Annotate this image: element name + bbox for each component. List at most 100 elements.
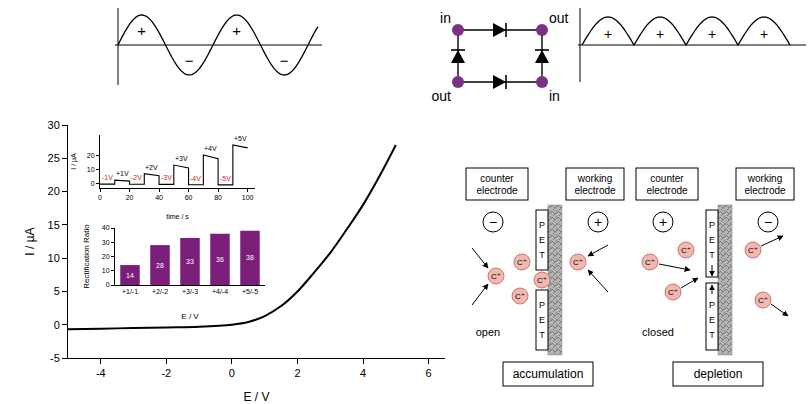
svg-text:−: −: [489, 214, 497, 230]
svg-text:10: 10: [87, 166, 95, 173]
svg-text:electrode: electrode: [646, 185, 688, 196]
svg-text:-3V: -3V: [161, 174, 172, 181]
svg-text:T: T: [709, 250, 715, 260]
svg-text:working: working: [577, 173, 612, 184]
svg-text:+: +: [137, 22, 146, 39]
svg-text:0: 0: [91, 180, 95, 187]
svg-text:6: 6: [426, 367, 432, 379]
svg-text:−: −: [185, 52, 194, 69]
svg-text:-4: -4: [96, 367, 106, 379]
svg-text:+2V: +2V: [145, 164, 158, 171]
svg-text:P: P: [539, 300, 545, 310]
svg-text:+: +: [659, 214, 667, 230]
svg-text:+1/-1: +1/-1: [122, 288, 138, 295]
svg-text:C⁺: C⁺: [681, 246, 691, 255]
svg-text:T: T: [709, 330, 715, 340]
svg-text:C⁺: C⁺: [748, 246, 758, 255]
svg-text:20: 20: [102, 253, 110, 260]
svg-text:80: 80: [214, 194, 222, 201]
svg-text:closed: closed: [642, 326, 674, 338]
svg-text:T: T: [539, 250, 545, 260]
svg-text:0: 0: [229, 367, 235, 379]
svg-text:30: 30: [48, 119, 60, 131]
svg-text:+: +: [594, 214, 602, 230]
svg-text:14: 14: [126, 272, 134, 279]
svg-text:accumulation: accumulation: [513, 367, 584, 381]
svg-text:C⁺: C⁺: [645, 258, 655, 267]
svg-text:10: 10: [48, 252, 60, 264]
svg-text:+: +: [604, 26, 612, 42]
svg-text:-1V: -1V: [102, 174, 113, 181]
svg-text:C⁺: C⁺: [573, 258, 583, 267]
svg-text:counter: counter: [650, 173, 684, 184]
svg-text:+5/-5: +5/-5: [242, 288, 258, 295]
svg-text:+: +: [760, 26, 768, 42]
svg-text:+3/-3: +3/-3: [182, 288, 198, 295]
svg-text:0: 0: [106, 281, 110, 288]
svg-text:electrode: electrode: [476, 185, 518, 196]
svg-text:60: 60: [185, 194, 193, 201]
svg-text:working: working: [747, 173, 782, 184]
svg-text:−: −: [280, 52, 289, 69]
svg-text:-4V: -4V: [190, 175, 201, 182]
svg-text:+3V: +3V: [175, 155, 188, 162]
svg-text:40: 40: [155, 194, 163, 201]
svg-text:−: −: [764, 214, 772, 230]
svg-text:E / V: E / V: [181, 312, 199, 321]
svg-text:10: 10: [102, 267, 110, 274]
svg-text:5: 5: [54, 285, 60, 297]
svg-text:15: 15: [48, 219, 60, 231]
svg-text:2: 2: [294, 367, 300, 379]
svg-text:P: P: [709, 220, 715, 230]
svg-text:T: T: [539, 330, 545, 340]
svg-text:+2/-2: +2/-2: [152, 288, 168, 295]
svg-text:C⁺: C⁺: [517, 258, 527, 267]
svg-text:20: 20: [48, 185, 60, 197]
svg-text:in: in: [440, 10, 451, 26]
svg-text:E / V: E / V: [243, 390, 269, 404]
svg-text:I / µA: I / µA: [70, 153, 78, 170]
svg-text:out: out: [549, 10, 569, 26]
svg-text:depletion: depletion: [694, 367, 743, 381]
svg-text:-2V: -2V: [131, 174, 142, 181]
svg-text:33: 33: [186, 258, 194, 265]
svg-text:-5: -5: [50, 352, 60, 364]
svg-text:C⁺: C⁺: [758, 296, 768, 305]
svg-text:+: +: [708, 26, 716, 42]
svg-text:4: 4: [360, 367, 366, 379]
svg-text:+4/-4: +4/-4: [212, 288, 228, 295]
svg-text:E: E: [539, 315, 545, 325]
svg-text:C⁺: C⁺: [491, 272, 501, 281]
svg-text:40: 40: [102, 224, 110, 231]
svg-text:+: +: [656, 26, 664, 42]
svg-text:-2: -2: [161, 367, 171, 379]
svg-text:time / s: time / s: [166, 213, 189, 220]
svg-text:open: open: [476, 326, 500, 338]
svg-text:P: P: [539, 220, 545, 230]
svg-text:P: P: [709, 300, 715, 310]
svg-text:+: +: [232, 22, 241, 39]
svg-text:-5V: -5V: [220, 175, 231, 182]
svg-text:electrode: electrode: [574, 185, 616, 196]
svg-text:counter: counter: [480, 173, 514, 184]
svg-text:C⁺: C⁺: [537, 276, 547, 285]
svg-text:0: 0: [54, 319, 60, 331]
svg-text:30: 30: [102, 239, 110, 246]
svg-text:28: 28: [156, 262, 164, 269]
svg-text:out: out: [432, 88, 452, 104]
svg-text:I / µA: I / µA: [23, 227, 37, 255]
svg-text:100: 100: [242, 194, 254, 201]
svg-text:E: E: [709, 315, 715, 325]
svg-text:25: 25: [48, 152, 60, 164]
svg-text:0: 0: [98, 194, 102, 201]
svg-text:C⁺: C⁺: [515, 292, 525, 301]
svg-text:20: 20: [87, 152, 95, 159]
svg-text:E: E: [709, 235, 715, 245]
svg-text:electrode: electrode: [744, 185, 786, 196]
svg-text:+4V: +4V: [204, 145, 217, 152]
svg-text:+1V: +1V: [116, 170, 129, 177]
svg-text:20: 20: [126, 194, 134, 201]
svg-text:C⁺: C⁺: [668, 288, 678, 297]
svg-text:Rectification Ratio: Rectification Ratio: [82, 224, 91, 289]
svg-text:E: E: [539, 235, 545, 245]
